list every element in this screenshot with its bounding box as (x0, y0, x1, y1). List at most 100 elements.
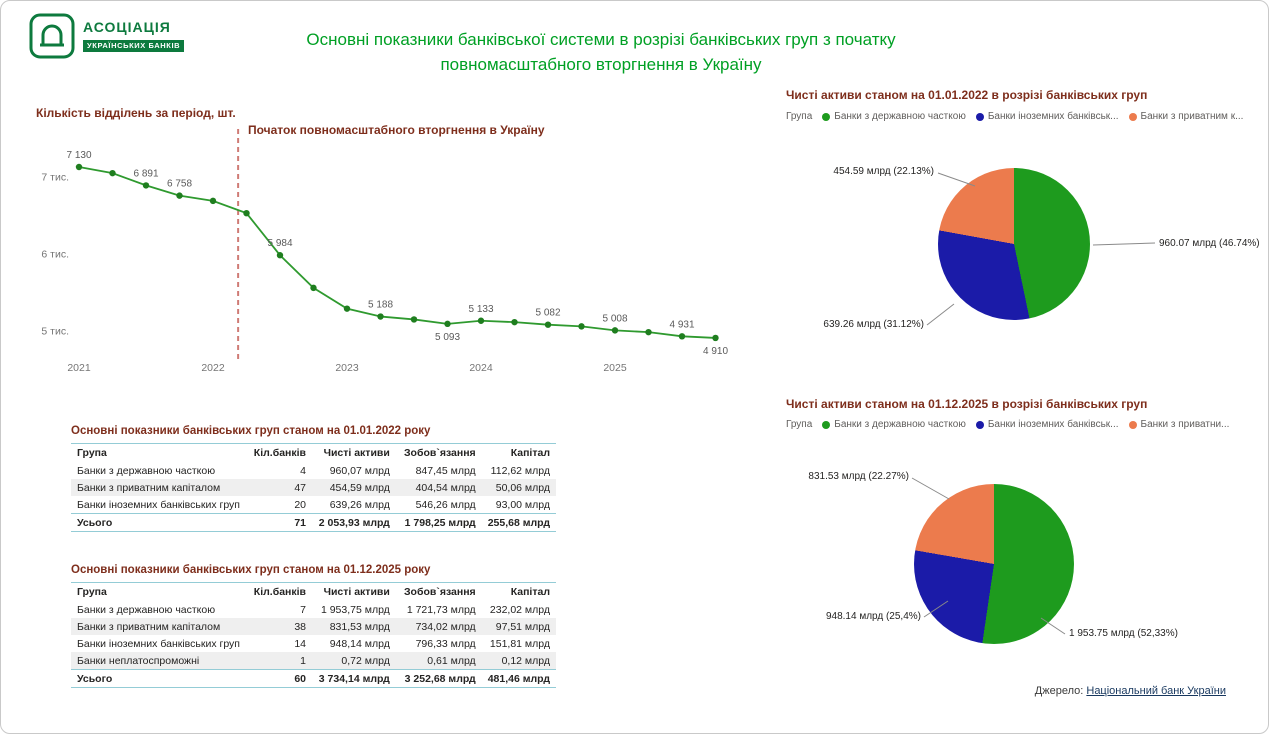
data-point[interactable] (243, 209, 250, 217)
data-point-label: 6 891 (133, 168, 158, 179)
table-cell: 948,14 млрд (329, 637, 390, 650)
pie-2025-title: Чисті активи станом на 01.12.2025 в розр… (786, 397, 1148, 411)
line-chart-title: Кількість відділень за період, шт. (36, 106, 236, 120)
table-total-row: Усього 71 2 053,93 млрд 1 798,25 млрд 255,68… (71, 513, 556, 532)
table-cell: 97,51 млрд (495, 620, 550, 633)
column-header[interactable]: Зобов`язання (403, 586, 476, 598)
legend-color-dot (975, 420, 984, 429)
table-cell: 454,59 млрд (329, 481, 390, 494)
y-axis-tick: 5 тис. (41, 326, 69, 338)
column-header[interactable]: Зобов`язання (403, 447, 476, 459)
data-point[interactable] (578, 323, 585, 330)
x-axis-tick: 2025 (603, 362, 627, 374)
data-point[interactable] (109, 169, 116, 177)
table-2022-title: Основні показники банківських груп стано… (71, 425, 431, 437)
indicators-table-2025[interactable]: Група Кіл.банків Чисті активи Зобов`язання К… (71, 582, 556, 688)
data-point[interactable] (310, 284, 317, 292)
x-axis-tick: 2024 (469, 362, 493, 374)
table-row[interactable]: Банки з приватним капіталом 38 831,53 млрд… (71, 618, 556, 635)
data-point[interactable] (712, 334, 719, 342)
data-point[interactable] (444, 320, 451, 328)
legend-item[interactable]: Банки з приватним к... (1128, 111, 1243, 122)
legend-item-label: Банки з державною часткою (834, 111, 966, 122)
logo-name: АСОЦІАЦІЯ (83, 19, 171, 35)
table-row[interactable]: Банки неплатоспроможні 1 0,72 млрд 0,61 млр… (71, 652, 556, 670)
logo-text: АСОЦІАЦІЯ УКРАЇНСЬКИХ БАНКІВ (83, 19, 185, 53)
legend-color-dot (1128, 112, 1137, 121)
table-row[interactable]: Банки з приватним капіталом 47 454,59 млрд… (71, 479, 556, 496)
data-point[interactable] (176, 192, 183, 199)
table-cell: 47 (294, 481, 307, 494)
pie-chart-2022[interactable] (938, 168, 1090, 320)
table-total-cell: 71 (247, 513, 313, 532)
table-cell: Банки з приватним капіталом (77, 481, 221, 494)
table-cell: 1 (300, 654, 307, 667)
legend-item[interactable]: Банки іноземних банківськ... (975, 419, 1119, 430)
data-point-label: 5 133 (468, 304, 493, 315)
table-cell: 1 953,75 млрд (320, 603, 390, 616)
legend-color-dot (975, 112, 984, 121)
table-row[interactable]: Банки з державною часткою 7 1 953,75 млрд 1… (71, 601, 556, 618)
branches-line-series (78, 166, 716, 339)
data-point[interactable] (477, 317, 485, 324)
page-title-line2: повномасштабного вторгнення в Україну (440, 55, 762, 74)
x-axis-tick: 2021 (67, 362, 91, 374)
legend-item[interactable]: Банки іноземних банківськ... (975, 111, 1119, 122)
table-row[interactable]: Банки іноземних банківських груп 20 639,26… (71, 496, 556, 514)
legend-item[interactable]: Банки з державною часткою (822, 111, 966, 122)
column-header[interactable]: Кіл.банків (253, 447, 307, 459)
page-title-line1: Основні показники банківської системи в … (306, 30, 896, 49)
data-point[interactable] (511, 318, 518, 326)
column-header[interactable]: Кіл.банків (253, 586, 307, 598)
data-point-label: 5 008 (602, 313, 627, 324)
table-cell: 0,61 млрд (427, 654, 476, 667)
table-total-cell: 3 252,68 млрд (395, 669, 482, 688)
column-header[interactable]: Чисті активи (323, 447, 390, 459)
table-cell: 38 (294, 620, 307, 633)
column-header[interactable]: Капітал (510, 447, 550, 459)
pie-2022-title: Чисті активи станом на 01.01.2022 в розр… (786, 88, 1148, 102)
table-cell: 639,26 млрд (329, 498, 390, 511)
column-header[interactable]: Капітал (510, 586, 550, 598)
table-cell: 232,02 млрд (489, 603, 550, 616)
table-cell: 831,53 млрд (329, 620, 390, 633)
column-header[interactable]: Група (77, 447, 107, 459)
pie-2022-label-private: 454.59 млрд (22.13%) (833, 166, 934, 177)
table-header-row: Група Кіл.банків Чисті активи Зобов`язання К… (71, 583, 556, 602)
data-point[interactable] (611, 327, 619, 334)
data-point[interactable] (276, 252, 284, 259)
data-point[interactable] (678, 333, 686, 340)
data-point[interactable] (544, 321, 552, 328)
table-2025-title: Основні показники банківських груп стано… (71, 564, 431, 576)
legend-color-dot (1128, 420, 1137, 429)
data-point[interactable] (645, 328, 652, 336)
legend-item[interactable]: Банки з державною часткою (822, 419, 966, 430)
table-row[interactable]: Банки іноземних банківських груп 14 948,14… (71, 635, 556, 652)
table-cell: 847,45 млрд (415, 464, 476, 477)
legend-color-dot (822, 112, 831, 121)
table-cell: Банки неплатоспроможні (77, 654, 200, 667)
legend-item[interactable]: Банки з приватни... (1128, 419, 1229, 430)
table-cell: Банки з державною часткою (77, 603, 216, 616)
data-point-label: 5 188 (368, 300, 393, 311)
pie-2025-label-state: 1 953.75 млрд (52,33%) (1069, 628, 1178, 639)
table-row[interactable]: Банки з державною часткою 4 960,07 млрд 847… (71, 462, 556, 479)
table-cell: Банки іноземних банківських груп (77, 498, 240, 511)
data-point[interactable] (209, 197, 217, 205)
pie-chart-2025[interactable] (914, 484, 1074, 644)
table-total-cell: 1 798,25 млрд (395, 513, 482, 532)
branches-line-chart[interactable]: 7 тис. 6 тис. 5 тис. 2021 2022 2023 2024 2025 7 … (31, 119, 746, 381)
pie-2025-label-foreign: 948.14 млрд (25,4%) (825, 611, 921, 622)
data-point-label: 4 931 (669, 319, 694, 330)
data-point[interactable] (142, 182, 150, 189)
indicators-table-2022[interactable]: Група Кіл.банків Чисті активи Зобов`язання К… (71, 443, 556, 532)
data-point-label: 7 130 (66, 150, 91, 161)
column-header[interactable]: Чисті активи (323, 586, 390, 598)
source-link[interactable]: Національний банк України (1086, 685, 1226, 697)
data-point[interactable] (377, 313, 384, 320)
column-header[interactable]: Група (77, 586, 107, 598)
data-point[interactable] (343, 305, 351, 312)
data-point[interactable] (410, 316, 418, 323)
data-point[interactable] (75, 163, 83, 171)
pie-2022-label-state: 960.07 млрд (46.74%) (1159, 238, 1260, 249)
